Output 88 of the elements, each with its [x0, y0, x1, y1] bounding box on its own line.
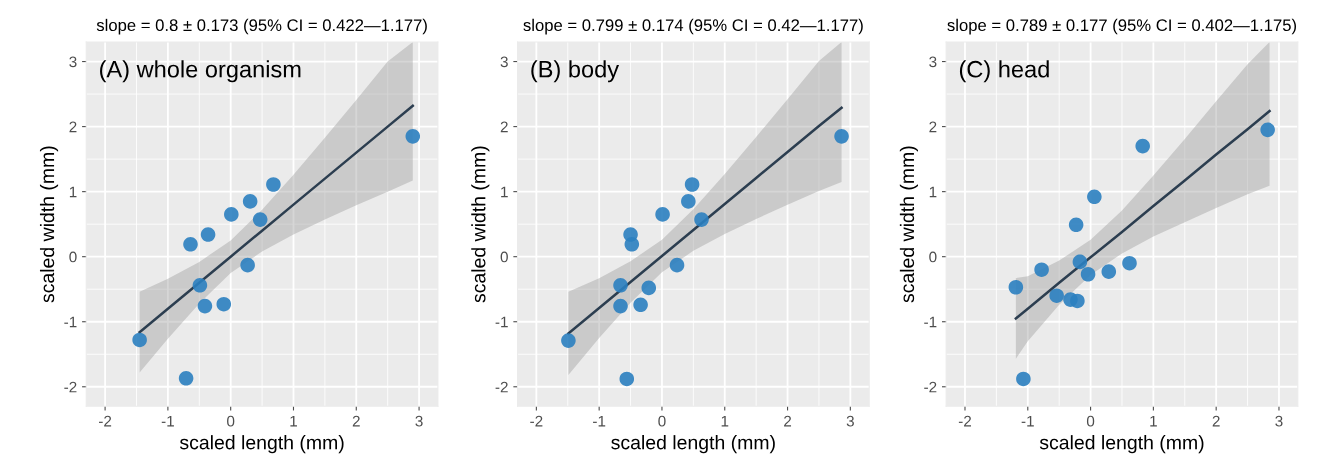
point: [200, 227, 216, 242]
x-tick-label: -1: [593, 415, 606, 427]
point: [619, 371, 635, 387]
x-tick-label: 0: [227, 415, 235, 427]
x-axis-title: scaled length (mm): [611, 435, 775, 454]
point: [655, 207, 670, 222]
point: [1049, 288, 1064, 303]
annotation: (A) whole organism: [100, 60, 301, 83]
point: [613, 298, 628, 314]
point: [624, 237, 640, 252]
point: [224, 207, 239, 222]
y-tick-label: 0: [500, 251, 508, 263]
y-tick-label: 3: [500, 56, 508, 68]
point: [694, 212, 709, 227]
x-tick-label: 2: [784, 415, 792, 427]
chart-title: slope = 0.8 ± 0.173 (95% CI = 0.422—1.177): [96, 18, 427, 35]
point: [405, 129, 421, 144]
annotation: (C) head: [959, 60, 1049, 83]
y-tick-label: 0: [69, 251, 77, 263]
y-tick-label: 3: [69, 56, 77, 68]
y-tick-label: 2: [929, 121, 937, 133]
point: [1260, 122, 1275, 138]
point: [1016, 371, 1031, 387]
y-tick-label: -2: [64, 381, 77, 393]
point: [1122, 255, 1137, 271]
point: [132, 332, 147, 348]
point: [681, 194, 696, 209]
point: [178, 371, 194, 386]
point: [1070, 293, 1085, 309]
point: [1101, 264, 1117, 279]
point: [1087, 189, 1102, 205]
point: [1068, 217, 1084, 233]
x-axis-title: scaled length (mm): [179, 435, 344, 454]
y-tick-label: 0: [929, 251, 937, 263]
point: [1080, 266, 1096, 282]
x-tick-label: 1: [1150, 415, 1157, 427]
line-series: [1014, 109, 1271, 320]
x-tick-label: -2: [530, 415, 543, 427]
chart-title: slope = 0.799 ± 0.174 (95% CI = 0.42—1.177): [523, 18, 863, 35]
y-axis-title: scaled width (mm): [39, 146, 59, 303]
y-tick-label: 2: [69, 121, 77, 133]
y-axis-title: scaled width (mm): [899, 146, 918, 303]
x-tick-label: 3: [1275, 415, 1283, 427]
y-tick-label: 2: [500, 121, 508, 133]
x-axis-title: scaled length (mm): [1039, 435, 1204, 454]
point: [1072, 254, 1088, 270]
annotation: (B) body: [531, 60, 620, 83]
point: [669, 257, 685, 273]
y-tick-label: 1: [69, 186, 77, 198]
x-tick-label: 1: [290, 415, 297, 427]
x-tick-label: 0: [1086, 415, 1095, 427]
point: [641, 280, 657, 296]
y-tick-label: -1: [924, 316, 937, 328]
x-tick-label: -1: [161, 415, 174, 427]
x-tick-label: 3: [415, 415, 423, 427]
y-tick-label: -2: [495, 381, 508, 393]
x-tick-label: 2: [352, 415, 360, 427]
point: [1008, 279, 1024, 295]
y-tick-label: -1: [64, 316, 77, 328]
y-tick-label: -2: [924, 381, 937, 393]
chart-title: slope = 0.789 ± 0.177 (95% CI = 0.402—1.175): [947, 18, 1297, 35]
x-tick-label: 2: [1212, 415, 1220, 427]
point: [613, 278, 628, 293]
point: [252, 212, 268, 227]
point: [561, 333, 576, 348]
y-tick-label: 3: [929, 56, 937, 68]
x-tick-label: 3: [846, 415, 854, 427]
point: [1034, 262, 1049, 277]
x-tick-label: -2: [958, 415, 972, 427]
x-tick-label: -2: [98, 415, 112, 427]
y-axis-title: scaled width (mm): [471, 146, 490, 303]
point: [633, 297, 648, 313]
y-tick-label: 1: [501, 186, 508, 198]
y-tick-label: -1: [495, 316, 508, 328]
x-tick-label: 0: [658, 415, 666, 427]
point: [216, 296, 232, 312]
point: [266, 177, 281, 192]
point: [834, 129, 849, 144]
y-tick-label: 1: [929, 186, 937, 198]
x-tick-label: 1: [721, 415, 729, 427]
point: [197, 298, 213, 314]
point: [242, 194, 258, 209]
point: [684, 177, 700, 192]
point: [192, 278, 208, 293]
point: [240, 257, 255, 273]
x-tick-label: -1: [1021, 415, 1034, 427]
point: [1135, 138, 1150, 154]
point: [183, 237, 198, 252]
